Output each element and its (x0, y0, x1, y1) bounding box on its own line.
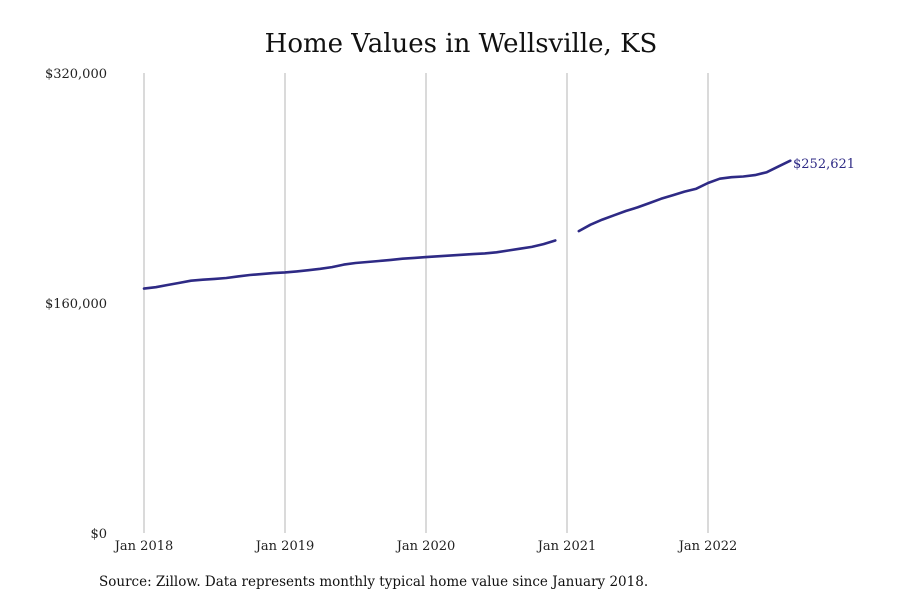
x-tick-label: Jan 2019 (254, 539, 315, 554)
y-axis: $0 $160,000 $320,000 (45, 67, 107, 542)
x-tick-label: Jan 2021 (536, 539, 597, 554)
x-tick-label: Jan 2018 (113, 539, 174, 554)
y-tick-label: $320,000 (45, 67, 107, 82)
series-line-segment (577, 159, 792, 233)
source-note: Source: Zillow. Data represents monthly … (99, 574, 648, 590)
y-tick-label: $160,000 (45, 297, 107, 312)
chart-title: Home Values in Wellsville, KS (265, 29, 658, 59)
y-tick-label: $0 (90, 527, 107, 542)
end-value-label: $252,621 (793, 157, 855, 172)
series-line-segment (142, 239, 557, 290)
x-axis: Jan 2018 Jan 2019 Jan 2020 Jan 2021 Jan 2022 (113, 539, 738, 554)
gridlines (143, 73, 709, 533)
x-tick-label: Jan 2020 (395, 539, 456, 554)
x-tick-label: Jan 2022 (677, 539, 738, 554)
series-home-value (142, 159, 792, 290)
